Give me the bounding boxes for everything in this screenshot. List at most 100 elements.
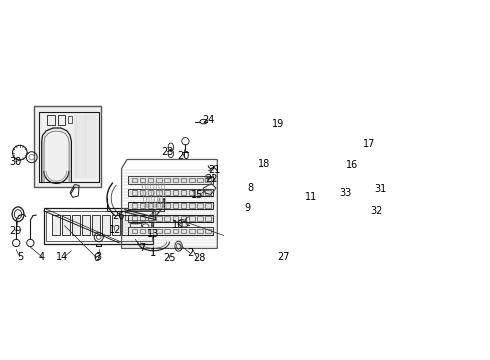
Bar [140, 190, 145, 195]
Bar [148, 203, 153, 208]
Bar [298, 137, 306, 165]
Text: 7: 7 [139, 243, 145, 253]
Bar [165, 203, 170, 208]
Bar [140, 229, 145, 233]
Text: 33: 33 [339, 188, 351, 198]
Bar [181, 216, 186, 221]
Bar [132, 216, 137, 221]
Bar [73, 215, 79, 235]
Text: 19: 19 [272, 120, 284, 129]
Bar [47, 115, 55, 125]
Text: 21: 21 [208, 165, 220, 175]
Text: 13: 13 [147, 229, 160, 239]
Bar [165, 216, 170, 221]
Text: 18: 18 [258, 159, 270, 169]
Bar [165, 190, 170, 195]
Bar [156, 203, 162, 208]
Bar [320, 144, 329, 167]
Bar [68, 116, 72, 122]
Bar [205, 178, 211, 182]
Text: 9: 9 [245, 203, 250, 213]
Text: 5: 5 [17, 252, 23, 262]
Bar [44, 208, 153, 244]
Text: 27: 27 [277, 252, 290, 262]
Bar [128, 176, 213, 184]
Bar [181, 178, 186, 182]
Bar [205, 203, 211, 208]
Bar [128, 202, 213, 209]
Bar [46, 211, 152, 241]
Text: 26: 26 [112, 211, 124, 221]
Text: 14: 14 [56, 252, 68, 262]
Bar [172, 178, 178, 182]
Text: 12: 12 [108, 225, 121, 235]
Circle shape [332, 141, 336, 145]
Bar [156, 190, 162, 195]
Bar [172, 216, 178, 221]
Bar [165, 178, 170, 182]
Bar [189, 203, 195, 208]
Bar [189, 190, 195, 195]
Text: 31: 31 [375, 184, 387, 194]
Bar [156, 178, 162, 182]
Text: 25: 25 [163, 253, 176, 264]
Bar [52, 215, 59, 235]
Bar [197, 229, 203, 233]
Bar [244, 187, 252, 197]
Bar [141, 221, 151, 231]
Bar [205, 190, 211, 195]
Bar [172, 190, 178, 195]
Text: 4: 4 [39, 252, 45, 262]
Bar [197, 203, 203, 208]
Text: 20: 20 [177, 151, 189, 161]
Text: 29: 29 [10, 226, 22, 236]
Bar [132, 178, 137, 182]
Text: 17: 17 [363, 139, 376, 149]
Bar [197, 216, 203, 221]
Bar [148, 216, 153, 221]
Bar [132, 229, 137, 233]
Bar [140, 216, 145, 221]
Text: 28: 28 [193, 252, 205, 262]
Bar [132, 190, 137, 195]
Bar [128, 228, 213, 235]
Bar [102, 215, 110, 235]
Bar [181, 203, 186, 208]
Text: 30: 30 [10, 157, 22, 167]
Bar [128, 189, 213, 197]
Bar [197, 190, 203, 195]
Bar [197, 178, 203, 182]
Bar [205, 229, 211, 233]
Bar [296, 134, 308, 168]
Text: 1: 1 [150, 248, 156, 258]
Bar [148, 190, 153, 195]
Bar [112, 215, 120, 235]
Bar [189, 178, 195, 182]
Bar [62, 215, 70, 235]
Text: 24: 24 [202, 115, 215, 125]
Bar [156, 229, 162, 233]
Bar [189, 229, 195, 233]
Bar [165, 229, 170, 233]
FancyBboxPatch shape [33, 106, 101, 187]
Bar [148, 178, 153, 182]
Bar [172, 229, 178, 233]
Text: 8: 8 [248, 183, 254, 193]
Bar [189, 216, 195, 221]
Bar [245, 189, 250, 195]
Bar [156, 216, 162, 221]
Text: 3: 3 [96, 252, 102, 262]
Bar [132, 203, 137, 208]
Bar [122, 215, 130, 235]
Text: 11: 11 [305, 192, 317, 202]
Text: 23: 23 [161, 147, 173, 157]
Bar [148, 229, 153, 233]
Text: 6: 6 [94, 252, 99, 262]
Text: 32: 32 [370, 206, 383, 216]
Bar [93, 215, 99, 235]
Text: 16: 16 [345, 161, 358, 170]
Bar [140, 203, 145, 208]
Text: 10: 10 [172, 220, 185, 230]
Bar [128, 215, 213, 222]
Bar [181, 229, 186, 233]
